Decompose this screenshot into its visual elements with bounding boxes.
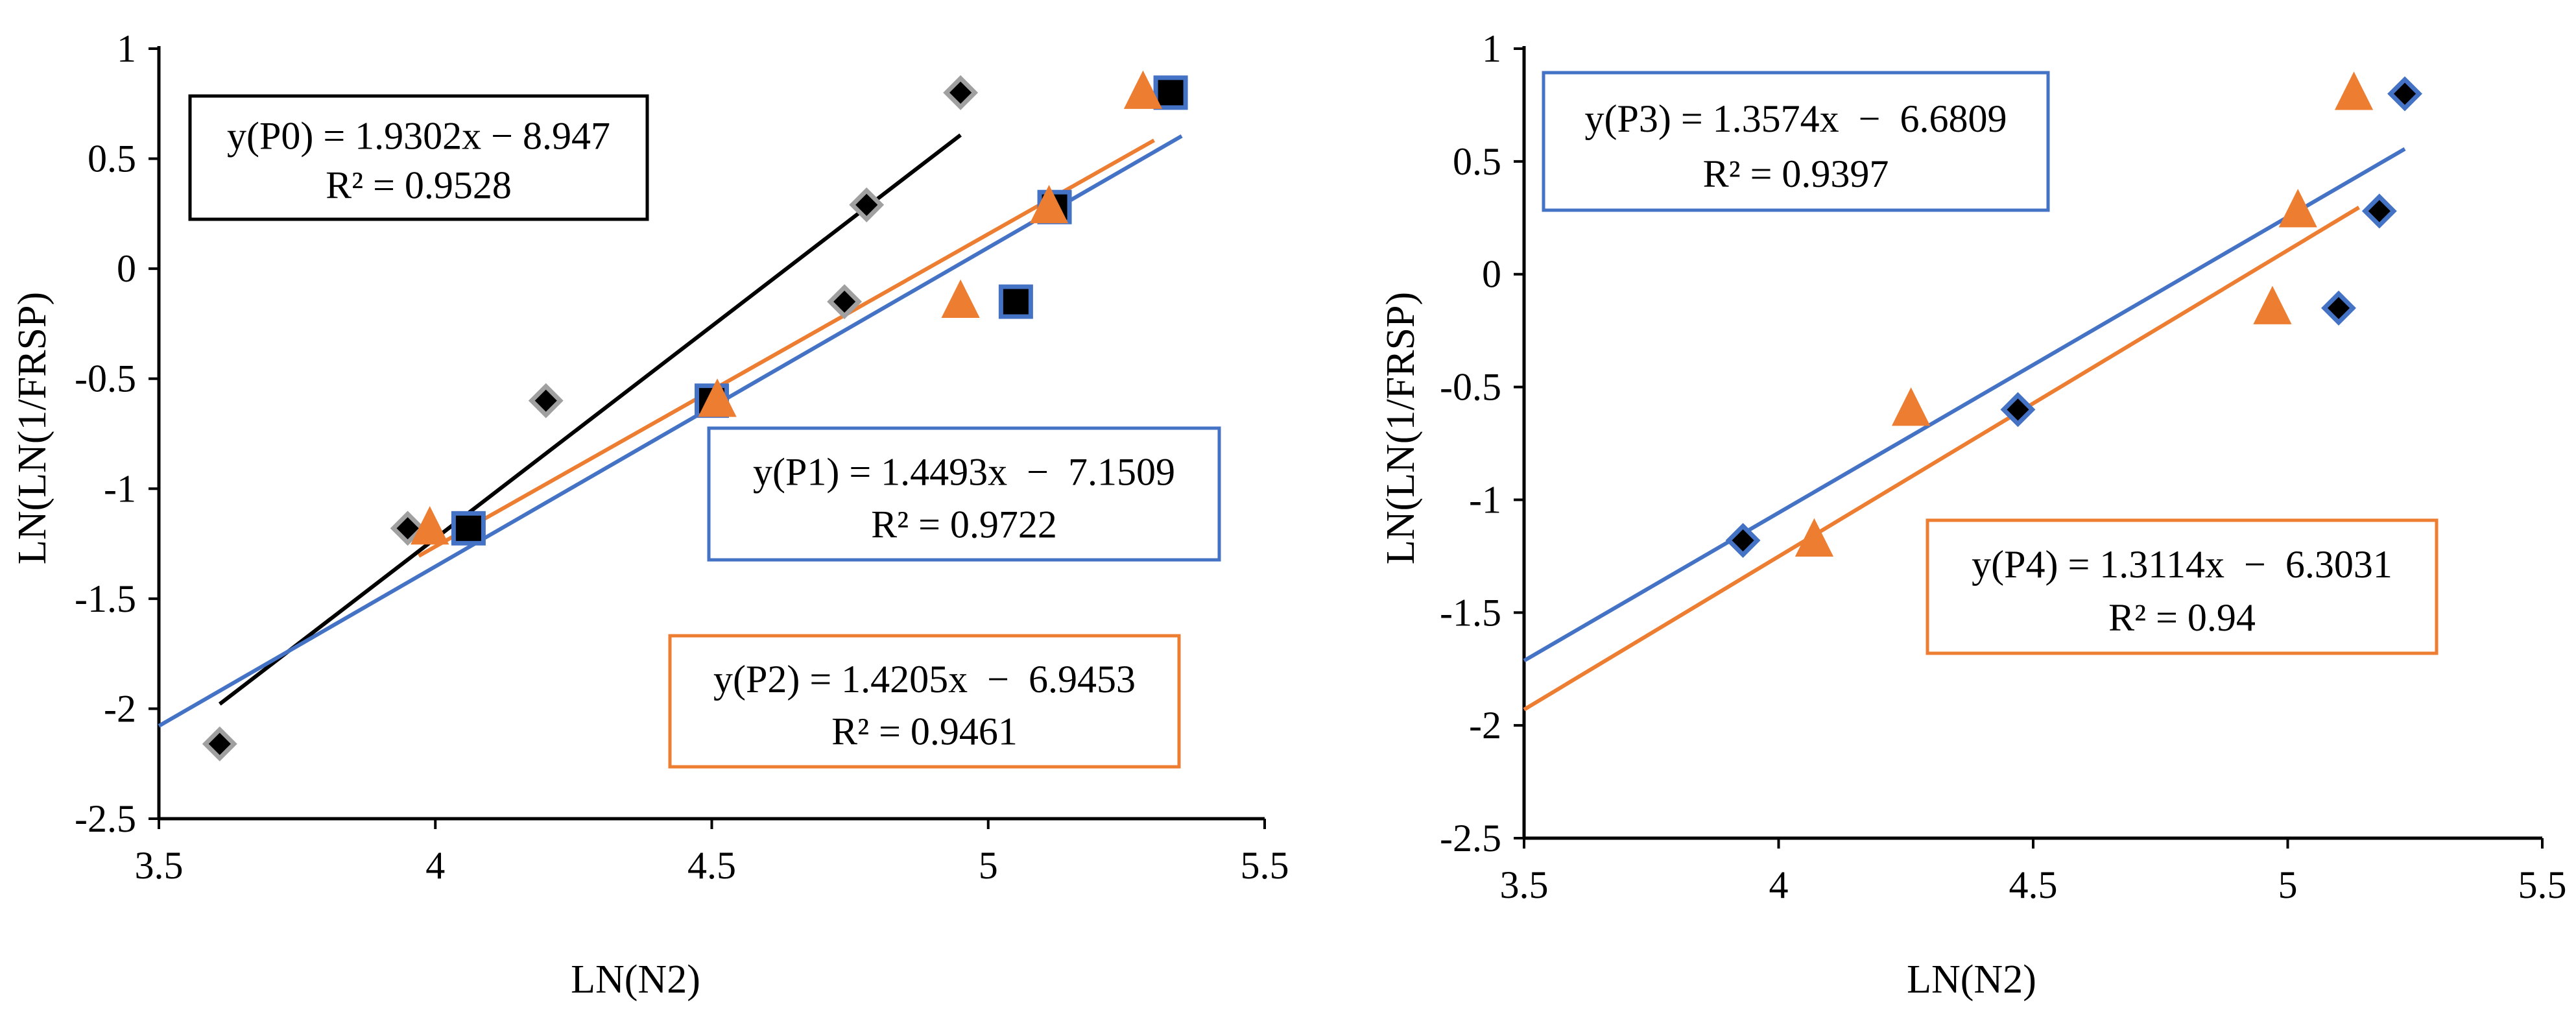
x-tick-label: 3.5	[135, 844, 184, 887]
point-p0	[528, 383, 564, 418]
chart-right: 3.5 4 4.5 5 5.5 1 0.5 0 -0.5 -1 -1.5 -2 -2.5 LN(N2) LN…	[1379, 27, 2567, 1002]
point-p2	[1029, 184, 1069, 224]
point-p4	[2000, 392, 2036, 428]
trendline-p4	[1523, 147, 2406, 663]
x-tick-label: 4	[1769, 863, 1789, 906]
x-axis-title: LN(N2)	[571, 958, 700, 1002]
y-axis-title: LN(LN(1/FRSP)	[1379, 292, 1423, 564]
trendline-p2	[418, 138, 1155, 558]
trendline-p3	[1523, 206, 2360, 712]
point-p3	[2334, 71, 2374, 110]
y-tick-label: -2.5	[1440, 817, 1501, 860]
y-tick-label: 1	[1482, 27, 1501, 70]
point-p0	[390, 511, 425, 546]
point-p3	[1891, 387, 1931, 426]
point-p0	[943, 75, 979, 110]
equation-box-frame	[188, 94, 649, 221]
point-p0	[849, 187, 885, 223]
point-p0	[827, 284, 863, 319]
y-tick-label: -2	[1469, 704, 1501, 747]
point-p2	[1123, 70, 1163, 109]
point-p4	[1725, 523, 1761, 558]
equation-text: y(P3) = 1.3574x − 6.6809	[1584, 97, 2007, 140]
point-p1	[998, 284, 1033, 319]
point-p2	[698, 378, 737, 417]
equation-box-p4: y(P4) = 1.3114x − 6.3031 R² = 0.94	[1926, 518, 2439, 655]
point-p0	[202, 726, 237, 762]
x-tick-label: 5	[979, 844, 998, 887]
equation-box-p0: y(P0) = 1.9302x − 8.947 R² = 0.9528	[188, 94, 649, 221]
equation-text: y(P4) = 1.3114x − 6.3031	[1972, 543, 2392, 586]
y-tick-label: -0.5	[75, 357, 136, 400]
y-tick-label: 0	[1482, 253, 1501, 296]
point-p4	[2361, 193, 2397, 229]
point-p3	[2253, 285, 2292, 324]
x-axis-title: LN(N2)	[1907, 958, 2036, 1002]
x-tick-label: 5	[2278, 863, 2298, 906]
point-p1	[1153, 75, 1188, 110]
r-squared-text: R² = 0.9722	[871, 503, 1057, 546]
r-squared-text: R² = 0.9397	[1703, 152, 1889, 195]
x-tick-label: 4.5	[2009, 863, 2058, 906]
point-p1	[451, 511, 486, 546]
equation-box-frame	[707, 426, 1221, 562]
r-squared-text: R² = 0.9528	[326, 164, 512, 207]
equation-text: y(P2) = 1.4205x − 6.9453	[713, 658, 1136, 701]
x-tick-label: 4.5	[687, 844, 736, 887]
equation-box-p3: y(P3) = 1.3574x − 6.6809 R² = 0.9397	[1542, 71, 2050, 212]
x-tick-label: 3.5	[1500, 863, 1549, 906]
equation-box-p2: y(P2) = 1.4205x − 6.9453 R² = 0.9461	[668, 634, 1181, 769]
point-p4	[2387, 76, 2422, 112]
y-tick-label: 0.5	[1453, 140, 1501, 183]
y-tick-label: -1	[1469, 478, 1501, 521]
y-tick-label: -1.5	[75, 577, 136, 620]
point-p2	[411, 506, 449, 545]
point-p3	[2278, 189, 2317, 228]
equation-box-p1: y(P1) = 1.4493x − 7.1509 R² = 0.9722	[707, 426, 1221, 562]
trendline-p1	[158, 134, 1183, 728]
y-tick-label: -1	[104, 467, 136, 510]
y-axis-title: LN(LN(1/FRSP)	[10, 292, 54, 564]
point-p3	[1795, 518, 1834, 557]
y-tick-label: -0.5	[1440, 366, 1501, 409]
y-tick-label: -2	[104, 687, 136, 730]
r-squared-text: R² = 0.9461	[831, 710, 1018, 753]
y-tick-label: 0	[117, 247, 136, 290]
equation-box-frame	[668, 634, 1181, 769]
x-tick-label: 5.5	[2518, 863, 2567, 906]
x-tick-label: 4	[425, 844, 445, 887]
equation-text: y(P1) = 1.4493x − 7.1509	[753, 450, 1175, 493]
equation-box-frame	[1542, 71, 2050, 212]
point-p4	[2321, 290, 2356, 326]
x-tick-label: 5.5	[1241, 844, 1289, 887]
y-tick-label: -2.5	[75, 797, 136, 840]
r-squared-text: R² = 0.94	[2108, 596, 2256, 639]
equation-text: y(P0) = 1.9302x − 8.947	[227, 115, 610, 158]
point-p2	[941, 279, 980, 319]
y-tick-label: 1	[117, 27, 136, 70]
equation-box-frame	[1926, 518, 2439, 655]
y-tick-label: 0.5	[88, 138, 136, 180]
trendline-p0	[218, 133, 962, 706]
y-tick-label: -1.5	[1440, 591, 1501, 634]
chart-left: 3.5 4 4.5 5 5.5 1 0.5 0 -0.5 -1 -1.5 -2 -2.5 LN(N2) LN…	[10, 27, 1289, 1002]
